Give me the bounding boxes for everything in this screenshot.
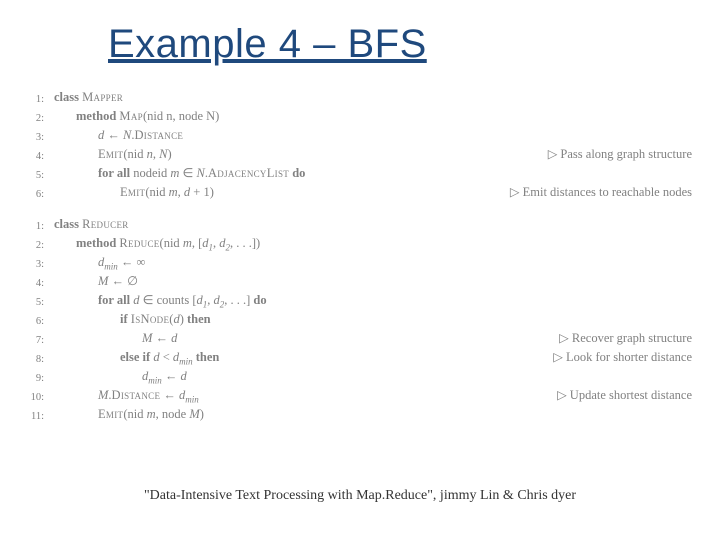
mapper-line-5: 5: for all nodeid m ∈ N.AdjacencyList do [22,164,698,183]
reducer-line-8: 8: else if d < dmin then ▷ Look for shor… [22,348,698,367]
mapper-pseudocode-block: 1: class Mapper 2: method Map(nid n, nod… [22,88,698,206]
reducer-line-2: 2: method Reduce(nid m, [d1, d2, . . .]) [22,234,698,253]
reducer-line-3: 3: dmin ← ∞ [22,253,698,272]
reducer-line-9: 9: dmin ← d [22,367,698,386]
comment: ▷ Pass along graph structure [548,145,692,164]
comment: ▷ Recover graph structure [559,329,692,348]
slide-title: Example 4 – BFS [108,22,427,67]
reducer-line-5: 5: for all d ∈ counts [d1, d2, . . .] do [22,291,698,310]
reducer-line-6: 6: if IsNode(d) then [22,310,698,329]
slide: Example 4 – BFS 1: class Mapper 2: metho… [0,0,720,540]
mapper-line-2: 2: method Map(nid n, node N) [22,107,698,126]
mapper-line-1: 1: class Mapper [22,88,698,107]
reducer-pseudocode-block: 1: class Reducer 2: method Reduce(nid m,… [22,215,698,429]
reducer-line-7: 7: M ← d ▷ Recover graph structure [22,329,698,348]
comment: ▷ Emit distances to reachable nodes [510,183,692,202]
lineno: 6: [22,185,44,204]
mapper-line-4: 4: Emit(nid n, N) ▷ Pass along graph str… [22,145,698,164]
comment: ▷ Update shortest distance [557,386,692,405]
mapper-line-6: 6: Emit(nid m, d + 1) ▷ Emit distances t… [22,183,698,202]
mapper-line-3: 3: d ← N.Distance [22,126,698,145]
reducer-line-4: 4: M ← ∅ [22,272,698,291]
citation-text: "Data-Intensive Text Processing with Map… [0,488,720,504]
reducer-line-11: 11: Emit(nid m, node M) [22,405,698,424]
comment: ▷ Look for shorter distance [553,348,692,367]
reducer-line-10: 10: M.Distance ← dmin ▷ Update shortest … [22,386,698,405]
lineno: 11: [22,407,44,426]
reducer-line-1: 1: class Reducer [22,215,698,234]
